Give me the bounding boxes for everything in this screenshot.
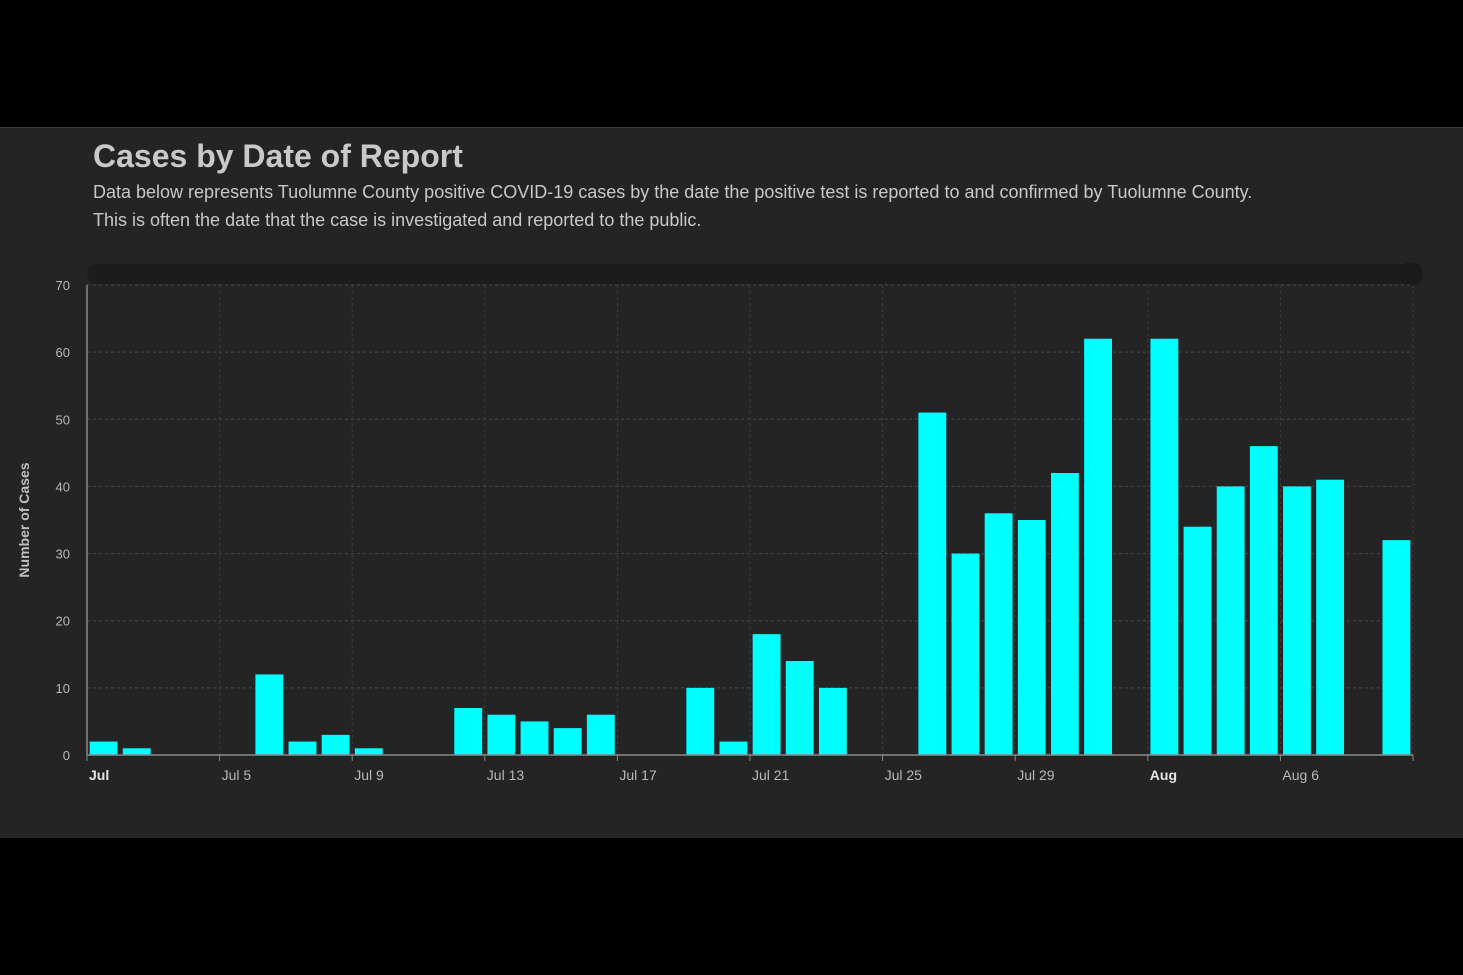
y-tick-label: 10 bbox=[56, 681, 70, 696]
x-tick-label: Jul 5 bbox=[222, 767, 252, 783]
bar bbox=[1249, 446, 1278, 755]
bar bbox=[1316, 479, 1345, 755]
bar bbox=[686, 687, 715, 755]
x-tick-label: Jul 29 bbox=[1017, 767, 1055, 783]
x-tick-label: Jul 25 bbox=[885, 767, 923, 783]
y-tick-label: 60 bbox=[56, 345, 70, 360]
bar bbox=[288, 741, 317, 755]
y-tick-label: 30 bbox=[56, 547, 70, 562]
chart-scroll-handle bbox=[1399, 262, 1423, 286]
y-axis-title: Number of Cases bbox=[16, 462, 32, 577]
bar bbox=[752, 634, 781, 755]
bar bbox=[487, 714, 516, 755]
bar bbox=[785, 661, 814, 755]
chart-description: Data below represents Tuolumne County po… bbox=[93, 182, 1253, 230]
y-tick-label: 70 bbox=[56, 278, 70, 293]
bar bbox=[1382, 540, 1411, 755]
y-tick-label: 20 bbox=[56, 614, 70, 629]
bar bbox=[454, 708, 483, 755]
chart-scroll-track bbox=[87, 264, 1413, 284]
bar bbox=[1216, 486, 1245, 755]
x-tick-label: Aug bbox=[1150, 767, 1177, 783]
bar bbox=[951, 553, 980, 755]
bar bbox=[122, 748, 151, 755]
bar bbox=[1051, 473, 1079, 755]
bar bbox=[984, 513, 1013, 755]
bar bbox=[354, 748, 383, 755]
y-tick-label: 50 bbox=[56, 412, 70, 427]
bar bbox=[553, 728, 582, 755]
y-tick-label: 40 bbox=[56, 479, 70, 494]
bar bbox=[1084, 338, 1112, 755]
x-tick-label: Jul 13 bbox=[487, 767, 525, 783]
bar bbox=[918, 412, 947, 755]
bar bbox=[1150, 338, 1179, 755]
y-tick-label: 0 bbox=[63, 748, 70, 763]
bar bbox=[1183, 526, 1212, 755]
bar bbox=[1283, 486, 1311, 755]
bar bbox=[818, 687, 847, 755]
x-tick-label: Aug 6 bbox=[1282, 767, 1319, 783]
bar bbox=[1017, 520, 1046, 755]
bar bbox=[520, 721, 549, 755]
x-tick-label: Jul bbox=[89, 767, 109, 783]
bar bbox=[89, 741, 118, 755]
x-tick-label: Jul 21 bbox=[752, 767, 790, 783]
bar bbox=[321, 734, 350, 755]
bar bbox=[719, 741, 748, 755]
x-tick-label: Jul 9 bbox=[354, 767, 384, 783]
bar bbox=[586, 714, 615, 755]
x-tick-label: Jul 17 bbox=[619, 767, 657, 783]
page-title: Cases by Date of Report bbox=[93, 138, 463, 174]
chart-panel: Cases by Date of Report Data below repre… bbox=[0, 127, 1463, 838]
bar bbox=[255, 674, 284, 755]
